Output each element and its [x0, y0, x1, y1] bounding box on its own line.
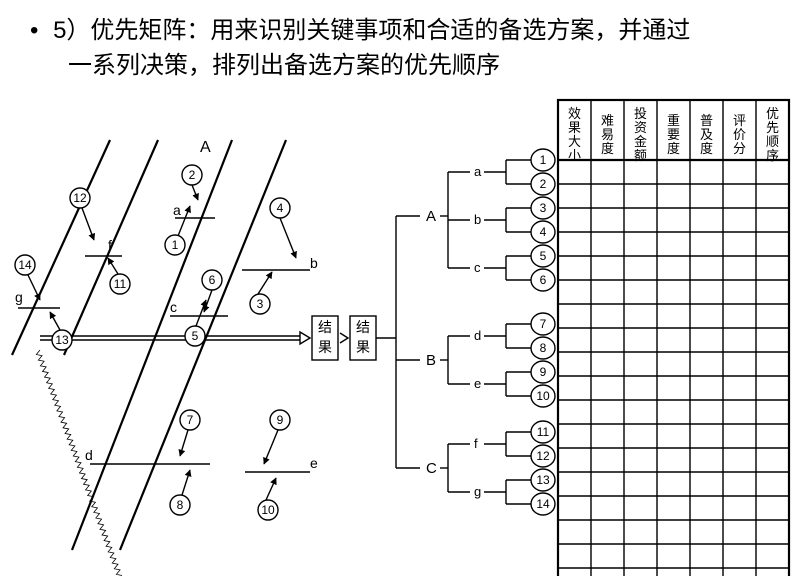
table-col-header: 及	[700, 127, 713, 142]
tree-item-number: 11	[537, 425, 550, 439]
cause-node-number: 7	[187, 413, 194, 427]
tree-item-number: 3	[540, 201, 547, 215]
fishbone-rib	[72, 140, 232, 550]
table-col-header: 难	[601, 113, 614, 128]
arrow-icon	[340, 333, 348, 343]
sub-branch-label: d	[85, 447, 93, 463]
tree-item-number: 10	[536, 389, 550, 403]
cause-arrow	[192, 185, 198, 200]
table-col-header: 优	[766, 106, 779, 121]
tree-branch-label: A	[426, 208, 436, 225]
cause-node-number: 14	[18, 258, 32, 272]
cause-arrow	[82, 208, 94, 240]
fishbone-rib	[12, 140, 110, 355]
tree-leaf-label: g	[474, 484, 481, 499]
cause-arrow	[196, 300, 206, 326]
sub-branch-label: a	[173, 202, 181, 218]
result-label-2: 结	[356, 319, 370, 335]
result-label-1b: 果	[318, 339, 332, 355]
cause-node-number: 9	[277, 413, 284, 427]
bone-label-A: A	[200, 139, 211, 156]
cause-arrow	[28, 275, 40, 300]
tree-item-number: 8	[540, 341, 547, 355]
table-col-header: 度	[601, 141, 614, 156]
sub-branch-label: g	[15, 289, 23, 305]
tree-leaf-label: c	[474, 260, 481, 275]
tree-item-number: 1	[540, 153, 547, 167]
tree-leaf-label: f	[474, 436, 478, 451]
tree-item-number: 13	[536, 473, 550, 487]
table-col-header: 效	[568, 106, 581, 121]
table-col-header: 顺	[766, 134, 779, 149]
tree-leaf-label: e	[474, 376, 481, 391]
result-label-1: 结	[318, 319, 332, 335]
fishbone-rib	[120, 140, 286, 550]
sub-branch-label: c	[170, 299, 177, 315]
table-col-header: 资	[634, 120, 647, 135]
cause-node-number: 11	[114, 277, 127, 291]
table-col-header: 度	[700, 141, 713, 156]
cause-node-number: 8	[177, 498, 184, 512]
tree-leaf-label: b	[474, 212, 481, 227]
tree-leaf-label: d	[474, 328, 481, 343]
table-col-header: 小	[568, 148, 581, 163]
tree-branch-label: B	[426, 352, 436, 369]
cause-arrow	[50, 312, 60, 330]
arrowhead-icon	[300, 332, 310, 344]
table-col-header: 序	[766, 148, 779, 163]
cause-arrow	[258, 272, 272, 294]
priority-table	[558, 100, 789, 576]
cause-node-number: 3	[257, 297, 264, 311]
cause-arrow	[182, 470, 190, 495]
tree-item-number: 6	[540, 273, 547, 287]
tree-branch-label: C	[426, 460, 437, 477]
sub-branch-label: e	[310, 455, 318, 471]
tree-leaf-label: a	[474, 164, 482, 179]
table-col-header: 价	[733, 127, 746, 142]
priority-matrix-figure: 结果结果Aabcdefg1234567891011121314Aa12b34c5…	[0, 0, 812, 576]
table-col-header: 普	[700, 113, 713, 128]
sub-branch-label: f	[108, 237, 112, 253]
tree-item-number: 7	[540, 317, 547, 331]
tree-item-number: 2	[540, 177, 547, 191]
cause-arrow	[180, 430, 188, 456]
tree-item-number: 9	[540, 365, 547, 379]
table-col-header: 度	[667, 141, 680, 156]
cause-node-number: 10	[261, 503, 275, 517]
cause-arrow	[264, 430, 278, 464]
cause-node-number: 13	[55, 333, 69, 347]
tree-item-number: 4	[540, 225, 547, 239]
cause-node-number: 4	[277, 201, 284, 215]
table-col-header: 要	[667, 127, 680, 142]
table-col-header: 易	[601, 127, 614, 142]
table-col-header: 先	[766, 120, 779, 135]
table-col-header: 重	[667, 113, 680, 128]
sub-branch-label: b	[310, 255, 318, 271]
table-col-header: 评	[733, 113, 746, 128]
cause-node-number: 6	[209, 273, 216, 287]
cause-node-number: 1	[172, 238, 179, 252]
tree-item-number: 12	[536, 449, 550, 463]
cause-node-number: 5	[192, 329, 199, 343]
zigzag-decoration	[35, 350, 122, 576]
tree-item-number: 5	[540, 249, 547, 263]
result-label-2b: 果	[356, 339, 370, 355]
cause-arrow	[280, 218, 296, 258]
table-col-header: 大	[568, 134, 581, 149]
table-col-header: 投	[634, 106, 647, 121]
table-col-header: 果	[568, 120, 581, 135]
table-col-header: 分	[733, 141, 746, 156]
cause-node-number: 12	[73, 191, 87, 205]
cause-arrow	[266, 478, 276, 500]
tree-item-number: 14	[536, 497, 550, 511]
table-col-header: 额	[634, 148, 647, 163]
cause-node-number: 2	[189, 168, 196, 182]
table-col-header: 金	[634, 134, 647, 149]
cause-arrow	[108, 258, 118, 274]
